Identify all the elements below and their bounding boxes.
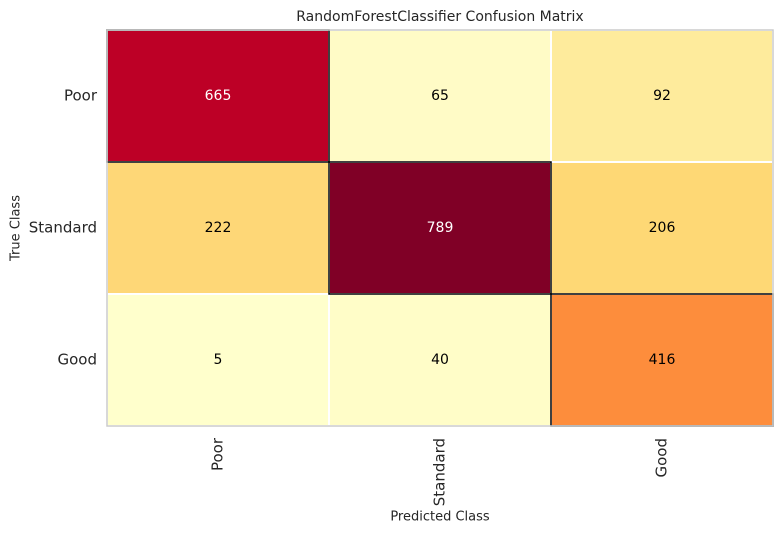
cell-label: 40 [431, 352, 449, 368]
cell [106, 29, 330, 163]
cell-label: 5 [214, 352, 223, 368]
x-tick-label: Poor [209, 437, 227, 471]
cell [328, 29, 552, 163]
x-axis-label: Predicted Class [390, 510, 490, 525]
cell-label: 665 [205, 88, 232, 104]
cell-label: 65 [431, 88, 449, 104]
chart-title: RandomForestClassifier Confusion Matrix [296, 9, 583, 25]
cell [106, 161, 330, 295]
cell-label: 222 [205, 220, 232, 236]
y-tick-label: Standard [29, 219, 97, 237]
cell [328, 293, 552, 427]
cell-label: 416 [649, 352, 676, 368]
cell-label: 789 [427, 220, 454, 236]
diagonal-outline [328, 161, 552, 295]
cell [550, 161, 774, 295]
x-tick-label: Standard [431, 438, 449, 506]
y-tick-label: Poor [64, 87, 98, 105]
cell-label: 206 [649, 220, 676, 236]
y-axis-label: True Class [9, 195, 24, 262]
cell-label: 92 [653, 88, 671, 104]
x-tick-label: Good [653, 438, 671, 478]
cell [328, 161, 552, 295]
plot-border [106, 29, 774, 427]
y-tick-label: Good [58, 351, 98, 369]
